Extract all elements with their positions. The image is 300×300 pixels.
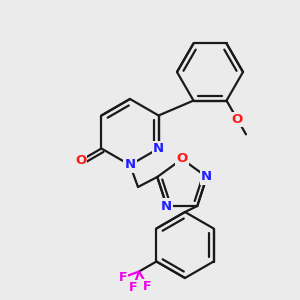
- Text: O: O: [176, 152, 188, 166]
- Text: F: F: [143, 280, 152, 293]
- Text: N: N: [161, 200, 172, 212]
- Text: O: O: [75, 154, 86, 167]
- Text: O: O: [232, 113, 243, 126]
- Text: N: N: [153, 142, 164, 155]
- Text: N: N: [201, 170, 212, 184]
- Text: N: N: [124, 158, 136, 172]
- Text: F: F: [119, 271, 128, 284]
- Text: F: F: [129, 281, 137, 294]
